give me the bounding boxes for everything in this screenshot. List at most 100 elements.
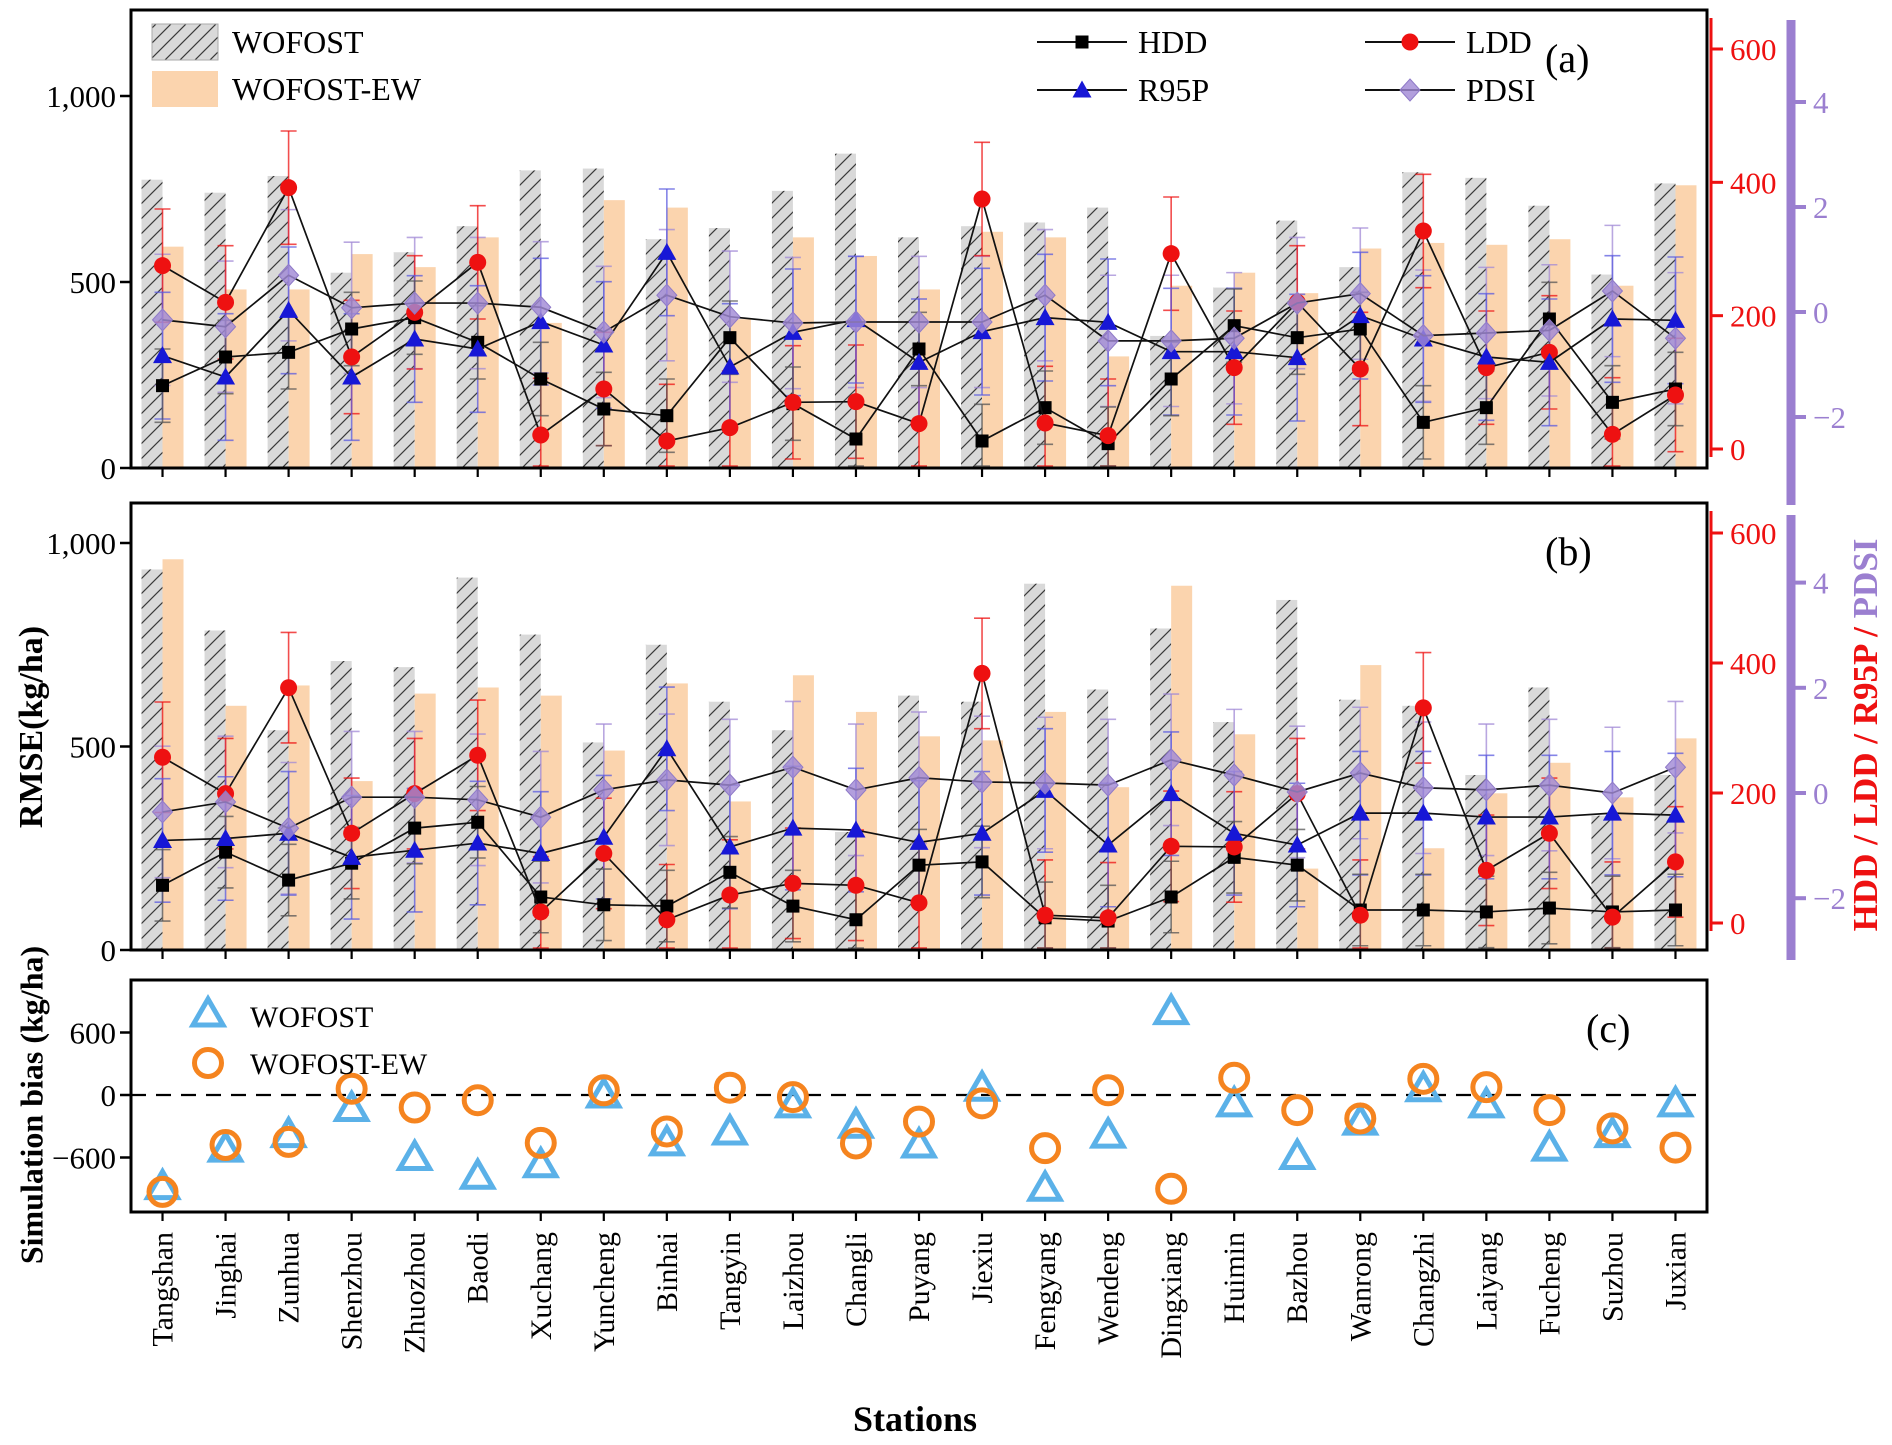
x-label-Changzhi: Changzhi [1407, 1232, 1440, 1347]
bias-wofost-ew-Wendeng [1092, 1074, 1125, 1107]
bias-wofost-ew-Tangshan [146, 1175, 179, 1208]
bias-wofost-ew-Changli [839, 1127, 872, 1160]
bar-wofost-ew-Changzhi [1423, 848, 1445, 950]
marker-hdd-Baodi [471, 815, 485, 829]
bar-wofost-ew-Tangshan [162, 559, 184, 950]
marker-pdsi-Zunhua [277, 816, 300, 840]
x-label-Jiexiu: Jiexiu [966, 1232, 999, 1304]
marker-pdsi-Jiexiu [971, 310, 993, 334]
marker-pdsi-Fucheng [1538, 773, 1561, 797]
marker-r95p-Yuncheng [594, 827, 614, 845]
bar-wofost-Suzhou [1591, 815, 1613, 950]
bar-wofost-ew-Juxian [1675, 738, 1697, 950]
marker-pdsi-Changli [845, 778, 867, 802]
marker-ldd-Juxian [1666, 853, 1684, 871]
marker-r95p-Baodi [468, 339, 488, 357]
marker-ldd-Jiexiu [973, 190, 991, 208]
bias-wofost-ew-Wanrong [1344, 1102, 1377, 1135]
bar-wofost-Wanrong [1339, 699, 1361, 950]
marker-ldd-Jiexiu [973, 664, 991, 682]
bar-wofost-ew-Jinghai [225, 705, 247, 950]
marker-hdd-Laizhou [786, 899, 800, 913]
right-axis-label: HDD / LDD / R95P / PDSI [1846, 539, 1886, 932]
marker-hdd-Laiyang [1479, 401, 1493, 415]
purple-tick-label: 0 [1813, 776, 1829, 811]
legend-label: HDD [1138, 24, 1207, 60]
x-label-Binhai: Binhai [651, 1232, 684, 1312]
purple-tick-label: −2 [1813, 881, 1846, 916]
marker-r95p-Baodi [468, 833, 488, 851]
marker-ldd-Baodi [469, 253, 487, 271]
left-axis-label-bias: Simulation bias (kg/ha) [13, 945, 50, 1265]
panel-tag-c: (c) [1586, 1006, 1630, 1051]
bias-wofost-Xuchang [521, 1144, 561, 1179]
bar-wofost-ew-Wendeng [1108, 787, 1130, 950]
marker-pdsi-Laizhou [782, 755, 804, 779]
marker-pdsi-Bazhou [1286, 291, 1308, 315]
bias-wofost-ew-Dingxiang [1155, 1172, 1188, 1205]
markers-ldd-a [154, 179, 1684, 450]
marker-r95p-Puyang [909, 352, 929, 370]
marker-hdd-Zunhua [282, 345, 296, 359]
bar-wofost-Changli [834, 153, 856, 468]
bias-wofost-Shenzhou [332, 1088, 371, 1123]
bias-wofost-ew-Jinghai [209, 1129, 242, 1162]
bar-wofost-ew-Zhuozhou [414, 693, 436, 950]
marker-hdd-Fucheng [1542, 901, 1556, 915]
marker-pdsi-Baodi [467, 291, 489, 315]
marker-hdd-Bazhou [1290, 858, 1304, 872]
marker-pdsi-Jiexiu [971, 770, 993, 794]
bias-wofost-Baodi [458, 1156, 498, 1190]
marker-r95p-Zhuozhou [405, 329, 425, 347]
marker-ldd-Zunhua [280, 679, 298, 697]
bias-wofost-Fucheng [1530, 1128, 1569, 1162]
bias-wofost-ew-Zhuozhou [398, 1091, 431, 1124]
marker-pdsi-Tangshan [151, 800, 174, 824]
red-tick-label: 200 [1730, 299, 1777, 334]
marker-ldd-Laizhou [784, 874, 802, 892]
bar-wofost-ew-Zunhua [288, 685, 310, 950]
x-label-Shenzhou: Shenzhou [336, 1232, 369, 1350]
x-label-Yuncheng: Yuncheng [588, 1232, 621, 1352]
bias-wofost-Tangyin [710, 1111, 750, 1146]
markers-pdsi-a [151, 263, 1687, 353]
marker-pdsi-Binhai [656, 768, 678, 792]
right-axis-label-red: HDD / LDD / R95P / [1846, 627, 1885, 932]
wofost-triangle-icon [188, 993, 228, 1028]
marker-ldd-Shenzhou [343, 824, 361, 842]
marker-pdsi-Wanrong [1349, 761, 1371, 785]
bias-wofost-ew-Laiyang [1470, 1071, 1503, 1104]
bias-wofost-ew-Baodi [461, 1084, 494, 1117]
purple-tick-label: 4 [1813, 85, 1829, 120]
bias-wofost-Laizhou [773, 1084, 813, 1119]
marker-hdd-Changzhi [1416, 903, 1430, 917]
marker-pdsi-Puyang [908, 310, 930, 334]
marker-ldd-Yuncheng [595, 380, 613, 398]
marker-r95p-Huimin [1224, 823, 1244, 841]
bar-wofost-Puyang [898, 237, 919, 468]
bias-wofost-ew-Jiexiu [966, 1087, 999, 1120]
bias-wofost-ew-Shenzhou [335, 1072, 368, 1105]
marker-ldd-Xuchang [532, 426, 550, 444]
x-label-Puyang: Puyang [903, 1232, 936, 1322]
marker-pdsi-Shenzhou [340, 296, 363, 320]
legend-label: LDD [1466, 24, 1532, 60]
bias-wofost-Puyang [899, 1124, 939, 1159]
bias-wofost-ew-Binhai [650, 1115, 683, 1148]
left-tick-label: 600 [70, 1015, 117, 1050]
station-labels: Tangshan Jinghai Zunhua Shenzhou Zhuozhou Bao… [147, 1232, 1693, 1359]
purple-tick-label: 2 [1813, 671, 1829, 706]
x-label-Baodi: Baodi [462, 1232, 495, 1304]
marker-pdsi-Wendeng [1097, 773, 1119, 797]
left-tick-label: 0 [101, 1078, 117, 1113]
x-label-Dingxiang: Dingxiang [1155, 1232, 1188, 1359]
red-tick-label: 400 [1730, 165, 1777, 200]
r95p-marker-icon [1072, 80, 1092, 98]
bias-wofost-Laiyang [1467, 1084, 1506, 1119]
bias-wofost-Zhuozhou [395, 1137, 435, 1171]
bar-wofost-Bazhou [1276, 220, 1298, 468]
marker-r95p-Bazhou [1287, 348, 1307, 366]
marker-hdd-Tangyin [723, 331, 737, 345]
marker-ldd-Fucheng [1540, 343, 1558, 361]
